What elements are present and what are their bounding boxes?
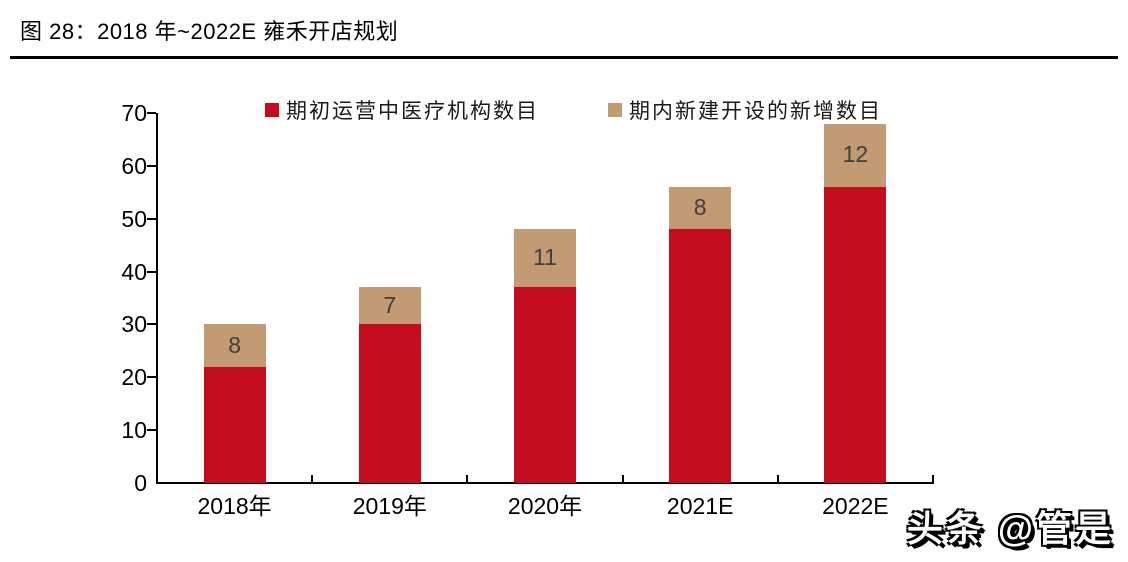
x-axis-tick bbox=[932, 475, 934, 483]
y-axis-tick-label: 60 bbox=[121, 152, 147, 179]
legend-label: 期内新建开设的新增数目 bbox=[629, 100, 882, 123]
y-axis-tick bbox=[147, 112, 156, 114]
watermark: 头条 @管是 bbox=[906, 508, 1114, 549]
bar-segment bbox=[824, 187, 887, 483]
x-axis-tick-label: 2022E bbox=[822, 493, 889, 519]
y-axis-tick bbox=[147, 376, 156, 379]
legend-item: 期初运营中医疗机构数目 bbox=[265, 95, 539, 125]
bar-value-label: 7 bbox=[383, 291, 397, 318]
y-axis-line bbox=[156, 113, 158, 484]
bar-value-label: 11 bbox=[533, 244, 557, 271]
x-axis-tick bbox=[621, 475, 624, 483]
bar-segment bbox=[514, 287, 576, 483]
x-axis-tick-label: 2020年 bbox=[507, 493, 583, 519]
x-axis-line bbox=[156, 482, 934, 484]
y-axis-tick-label: 70 bbox=[121, 100, 147, 126]
legend-label: 期初运营中医疗机构数目 bbox=[286, 100, 539, 123]
x-axis-tick-label: 2019年 bbox=[352, 493, 427, 519]
y-axis-tick bbox=[147, 217, 156, 220]
x-axis-tick-label: 2018年 bbox=[197, 493, 272, 519]
bar-segment bbox=[669, 187, 732, 230]
bar-segment bbox=[358, 287, 421, 325]
y-axis-tick bbox=[147, 270, 156, 273]
y-axis-tick-label: 20 bbox=[121, 364, 147, 391]
legend-swatch bbox=[608, 103, 622, 117]
bar-value-label: 8 bbox=[693, 194, 707, 221]
legend-item: 期内新建开设的新增数目 bbox=[608, 95, 882, 125]
y-axis-tick bbox=[147, 323, 156, 326]
y-axis-tick-label: 30 bbox=[121, 311, 147, 338]
bar-value-label: 12 bbox=[842, 141, 869, 168]
bar-segment bbox=[514, 229, 576, 288]
figure-title: 图 28：2018 年~2022E 雍禾开店规划 bbox=[20, 19, 399, 44]
bar-value-label: 8 bbox=[228, 331, 241, 358]
y-axis-tick-label: 0 bbox=[134, 470, 147, 496]
y-axis-tick bbox=[147, 429, 156, 432]
y-axis-tick bbox=[147, 164, 156, 167]
x-axis-tick bbox=[311, 475, 314, 483]
y-axis-tick-label: 50 bbox=[121, 205, 147, 232]
bar-segment bbox=[824, 123, 887, 187]
x-axis-tick bbox=[776, 475, 779, 483]
x-axis-tick bbox=[466, 475, 469, 483]
y-axis-tick-label: 40 bbox=[121, 258, 147, 285]
bar-segment bbox=[669, 229, 732, 483]
bar-segment bbox=[203, 366, 266, 483]
title-rule bbox=[10, 56, 1118, 59]
y-axis-tick-label: 10 bbox=[121, 417, 147, 444]
bar-segment bbox=[358, 324, 421, 483]
bar-segment bbox=[203, 324, 266, 367]
x-axis-tick-label: 2021E bbox=[666, 493, 734, 519]
legend-swatch bbox=[265, 103, 279, 117]
